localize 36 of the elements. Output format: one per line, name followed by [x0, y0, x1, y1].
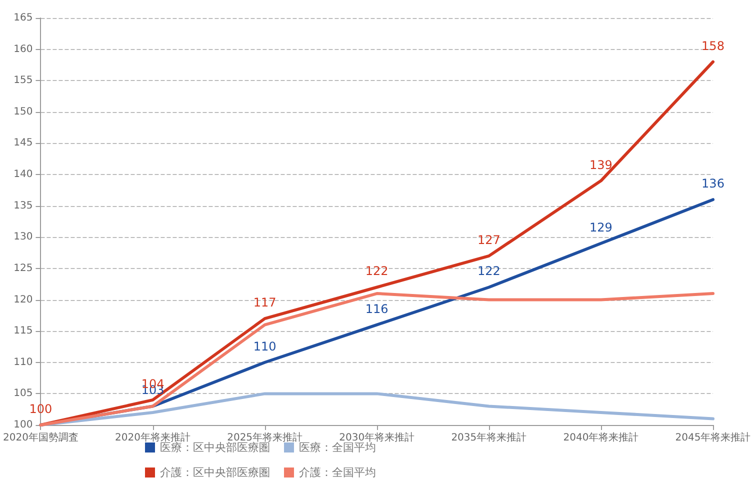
y-tick-label: 135 — [14, 200, 33, 212]
data-label: 139 — [590, 158, 612, 172]
y-tick-label: 100 — [14, 420, 33, 430]
data-label: 117 — [253, 296, 276, 310]
data-label: 110 — [253, 339, 276, 354]
data-label: 122 — [477, 264, 500, 278]
y-tick-label: 145 — [14, 138, 33, 149]
legend-label: 医療：全国平均 — [299, 441, 376, 454]
y-tick-label: 160 — [14, 44, 33, 55]
data-label: 100 — [29, 402, 52, 416]
y-tick-label: 150 — [14, 106, 33, 118]
x-tick-label: 2045年将来推計 — [675, 432, 751, 444]
data-label: 136 — [702, 176, 724, 191]
data-label: 116 — [365, 302, 388, 316]
legend-label: 介護：区中央部医療圏 — [160, 466, 270, 479]
data-label: 129 — [590, 220, 612, 234]
y-tick-label: 110 — [14, 356, 33, 368]
y-tick-label: 120 — [14, 294, 33, 306]
x-tick-label: 2030年将来推計 — [339, 432, 415, 444]
y-tick-label: 140 — [14, 169, 33, 180]
y-tick-label: 165 — [14, 12, 33, 24]
x-tick-label: 2020年国勢調査 — [3, 432, 78, 444]
y-tick-label: 125 — [14, 262, 33, 274]
x-tick-label: 2020年将来推計 — [115, 432, 190, 444]
legend-label: 介護：全国平均 — [299, 466, 376, 479]
y-tick-label: 115 — [14, 326, 33, 337]
y-tick-label: 105 — [14, 388, 33, 400]
y-tick-label: 130 — [14, 232, 33, 243]
data-label: 158 — [702, 38, 724, 53]
x-tick-label: 2025年将来推計 — [227, 432, 303, 444]
legend-label: 医療：区中央部医療圏 — [160, 441, 270, 454]
x-tick-label: 2035年将来推計 — [451, 432, 527, 444]
x-tick-label: 2040年将来推計 — [563, 432, 639, 444]
data-label: 127 — [477, 232, 500, 247]
y-tick-label: 155 — [14, 75, 33, 86]
data-label: 122 — [365, 264, 388, 278]
